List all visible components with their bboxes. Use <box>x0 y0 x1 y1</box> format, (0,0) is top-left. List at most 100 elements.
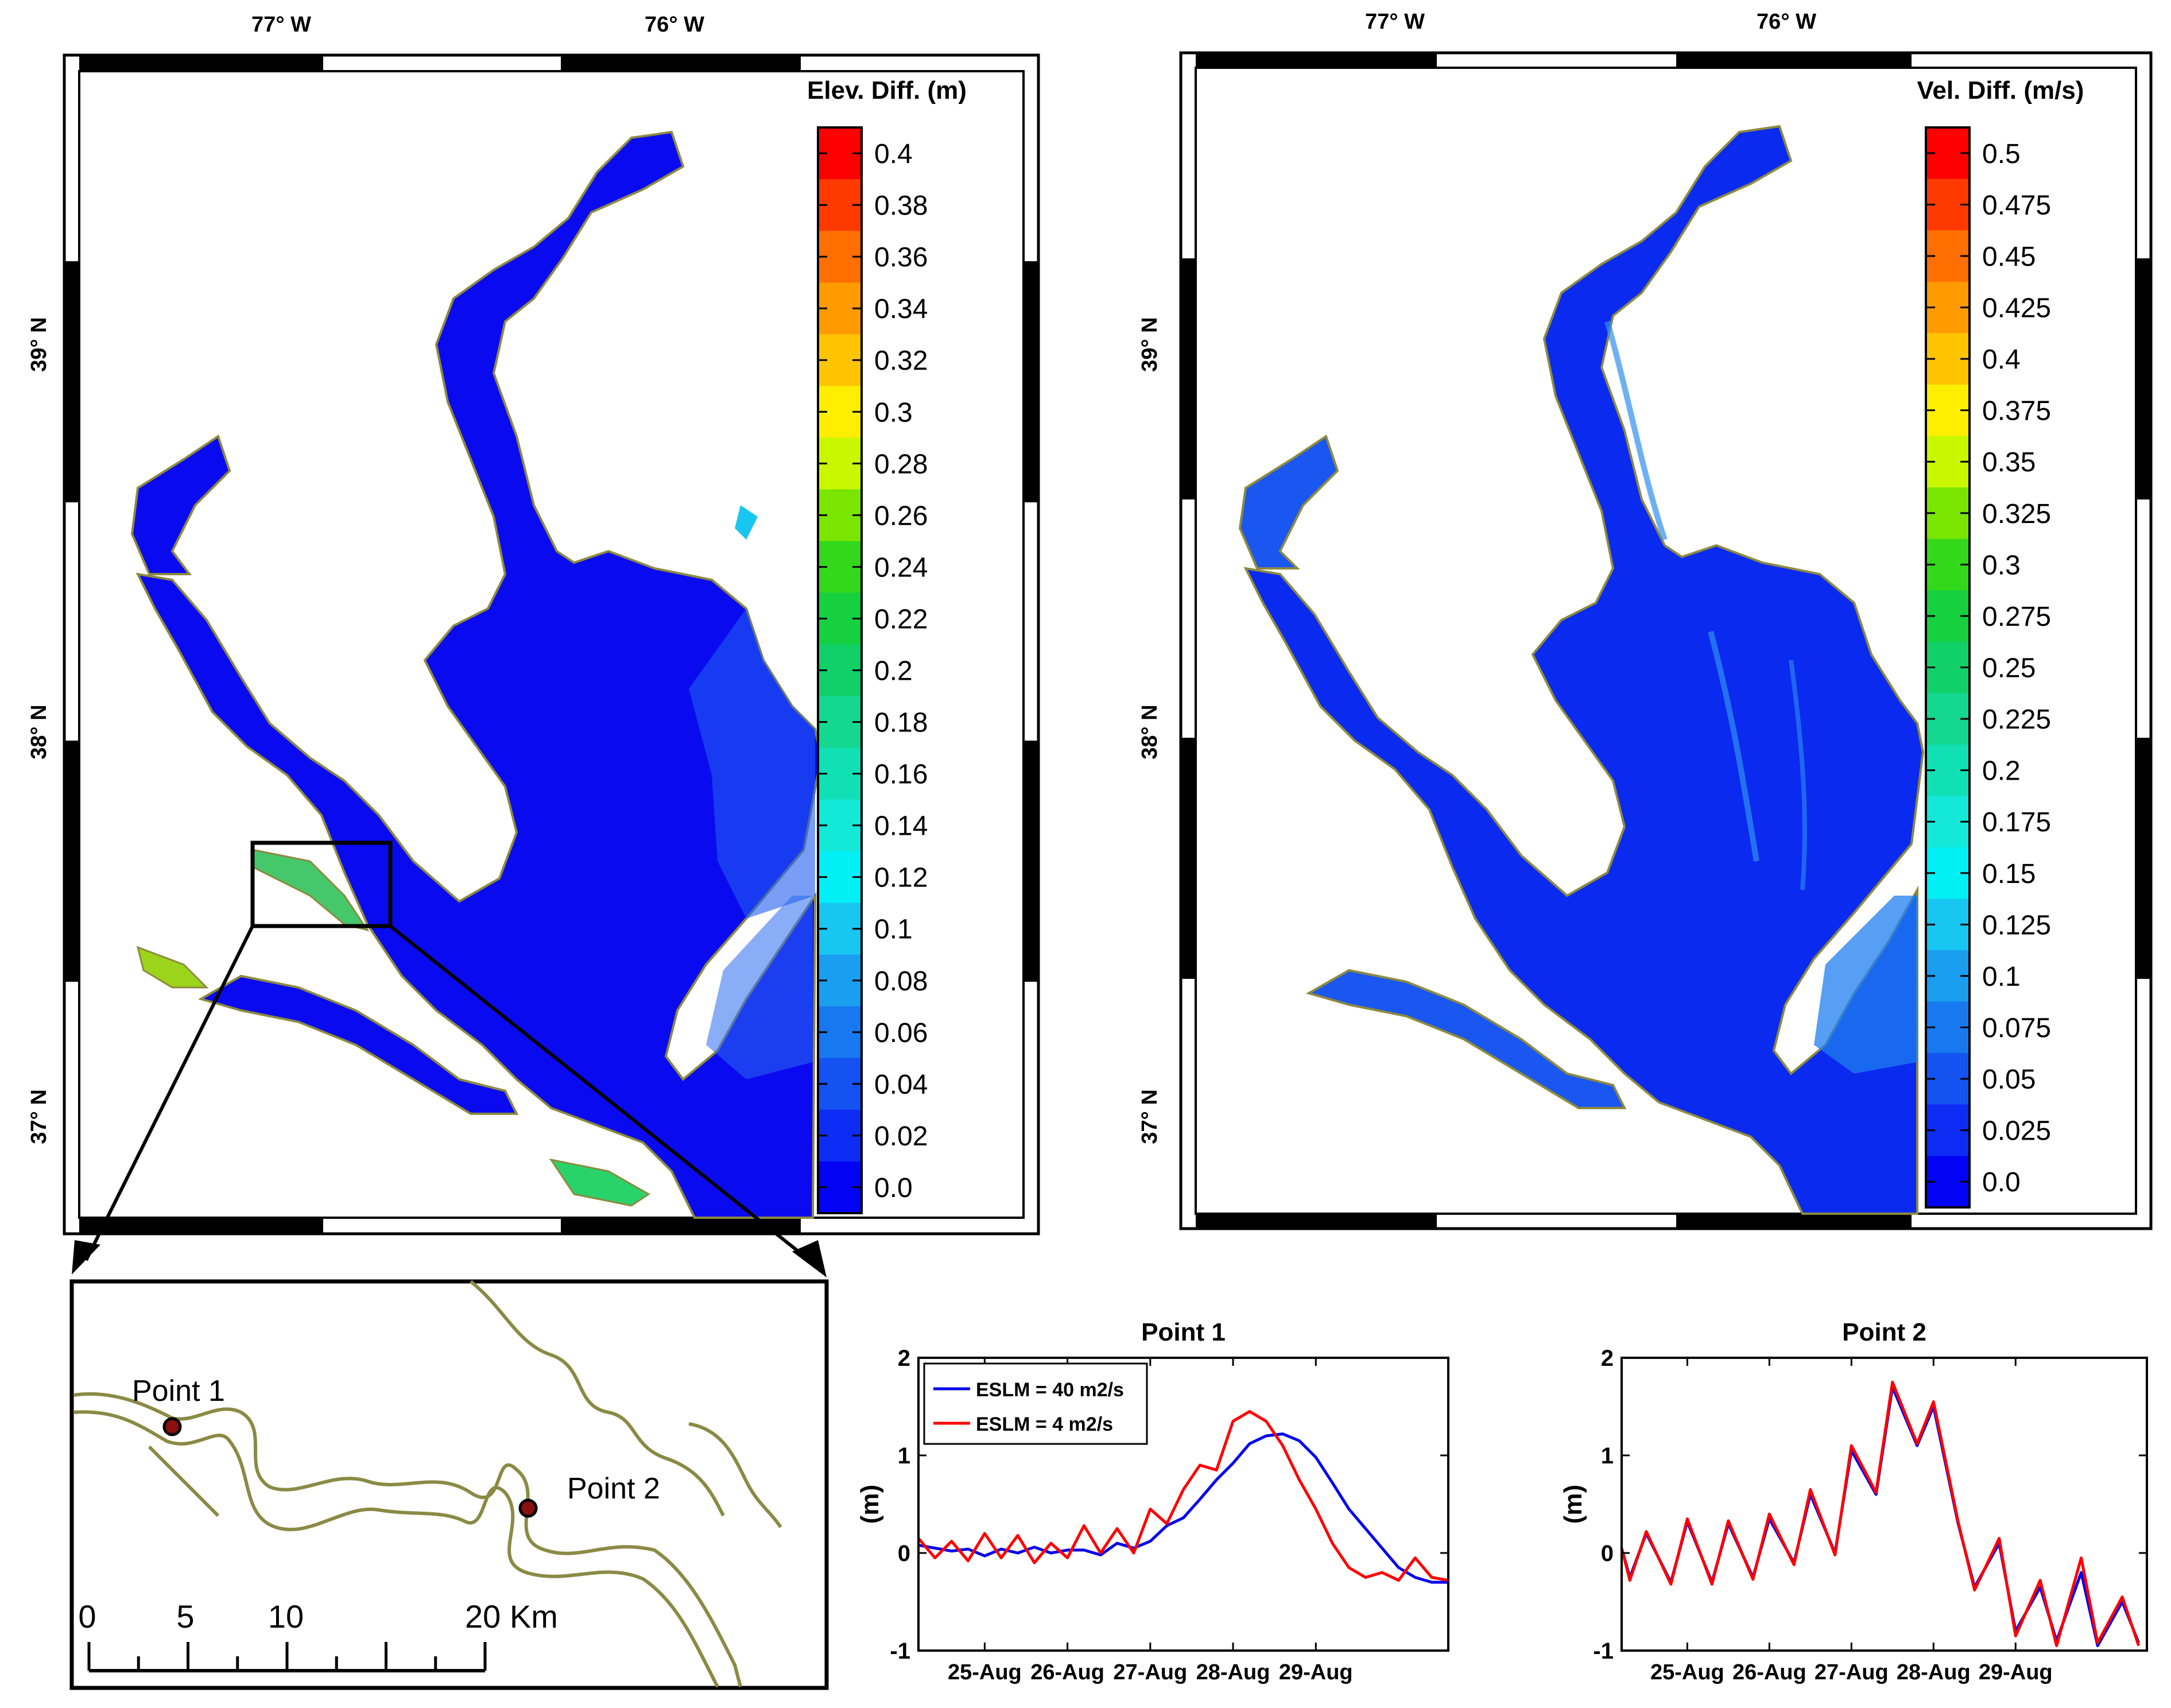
chart1-xtick-label-4: 29-Aug <box>1279 1660 1353 1684</box>
right-colorbar-tick-label-10: 0.25 <box>1982 653 2036 684</box>
right-colorbar-tick-label-8: 0.3 <box>1982 550 2021 580</box>
left-colorbar-tick-label-6: 0.28 <box>874 449 928 479</box>
inset-panel: Point 1 Point 2 0 5 10 20 Km <box>69 1279 829 1690</box>
left-map-zoom-box <box>250 841 393 928</box>
left-colorbar: 0.4 0.38 0.36 0.34 0.32 0.3 0.28 0.26 0.24 0.22 0.… <box>817 126 928 1214</box>
right-map-panel: 77° W 76° W 39° N 38° N 37° N Vel. Diff.… <box>1138 10 2153 1230</box>
left-map-lat-label-1: 39° N <box>27 317 51 371</box>
right-colorbar-tick-label-7: 0.325 <box>1982 499 2051 529</box>
inset-scale-bar: 0 5 10 20 Km <box>78 1598 558 1672</box>
zoom-arrowhead-left <box>72 1240 100 1275</box>
left-colorbar-tick-label-13: 0.14 <box>874 811 928 842</box>
chart2-xtick-label-3: 28-Aug <box>1897 1660 1971 1684</box>
left-colorbar-tick-label-10: 0.2 <box>874 656 913 687</box>
right-colorbar: 0.5 0.475 0.45 0.425 0.4 0.375 0.35 0.325 0.3 0.2… <box>1925 126 2051 1209</box>
right-map-lat-label-1: 39° N <box>1138 317 1162 371</box>
left-colorbar-tick-label-1: 0.38 <box>874 191 928 221</box>
scale-label-5: 5 <box>176 1598 194 1635</box>
left-colorbar-title: Elev. Diff. (m) <box>807 76 967 104</box>
scale-label-20km: 20 Km <box>465 1598 558 1635</box>
right-map-frame <box>1179 51 2153 1230</box>
right-colorbar-tick-label-11: 0.225 <box>1982 704 2051 735</box>
scale-label-0: 0 <box>78 1598 96 1635</box>
left-colorbar-tick-label-7: 0.26 <box>874 501 928 531</box>
inset-river-outline <box>73 1280 782 1688</box>
zoom-connector-left <box>84 925 254 1261</box>
chart2-title: Point 2 <box>1842 1318 1926 1346</box>
right-colorbar-tick-label-17: 0.075 <box>1982 1013 2051 1044</box>
chart1-series-eslm-4 <box>917 1410 1449 1582</box>
chart1-ytick-label-1: 1 <box>898 1443 910 1469</box>
right-colorbar-tick-label-4: 0.4 <box>1982 344 2021 375</box>
chart1-ytick-label-2: 0 <box>898 1541 910 1566</box>
right-map-lat-label-2: 38° N <box>1138 704 1162 759</box>
right-colorbar-tick-label-19: 0.025 <box>1982 1116 2051 1147</box>
chart1-legend-label-1: ESLM = 4 m2/s <box>976 1413 1113 1435</box>
left-colorbar-tick-label-5: 0.3 <box>874 397 913 428</box>
right-map-inner-frame <box>1195 67 2137 1215</box>
left-map-bay <box>130 130 823 1219</box>
scale-label-10: 10 <box>268 1598 304 1635</box>
inset-point-1-marker <box>162 1417 182 1436</box>
left-map-panel: 77° W 76° W 39° N 38° N 37° N <box>27 13 1040 1277</box>
chart1-xtick-label-1: 26-Aug <box>1030 1660 1104 1684</box>
chart2-ytick-label-3: -1 <box>1593 1639 1614 1664</box>
right-colorbar-tick-label-9: 0.275 <box>1982 602 2051 632</box>
left-map-lon-label-2: 76° W <box>645 13 704 37</box>
right-colorbar-tick-label-18: 0.05 <box>1982 1064 2036 1095</box>
left-map-frame <box>63 53 1040 1236</box>
zoom-arrowhead-right <box>792 1240 827 1277</box>
chart-point-1: Point 1 2 1 0 -1 25-Aug 26-Aug 27-Aug 28-Aug 29-A… <box>856 1318 1449 1684</box>
right-colorbar-tick-label-15: 0.125 <box>1982 910 2051 940</box>
chart2-series-eslm-4 <box>1620 1381 2141 1647</box>
left-map-lon-label-1: 77° W <box>251 13 311 37</box>
right-map-lat-label-3: 37° N <box>1138 1089 1162 1144</box>
left-map-lat-label-3: 37° N <box>27 1089 51 1144</box>
right-colorbar-tick-label-20: 0.0 <box>1982 1167 2021 1198</box>
inset-point-2-label: Point 2 <box>567 1472 660 1505</box>
right-colorbar-title: Vel. Diff. (m/s) <box>1917 76 2084 104</box>
left-map-lat-label-2: 38° N <box>27 704 51 759</box>
right-colorbar-tick-label-0: 0.5 <box>1982 139 2021 169</box>
right-colorbar-tick-label-6: 0.35 <box>1982 447 2036 478</box>
inset-point-2-marker <box>518 1498 538 1518</box>
chart2-axes-box <box>1621 1357 2148 1652</box>
chart2-xtick-label-1: 26-Aug <box>1732 1660 1806 1684</box>
left-colorbar-tick-label-2: 0.36 <box>874 242 928 273</box>
chart2-xtick-label-2: 27-Aug <box>1815 1660 1889 1684</box>
right-map-graticule-bars <box>1182 54 2150 1227</box>
left-colorbar-tick-label-11: 0.18 <box>874 708 928 738</box>
right-colorbar-tick-label-13: 0.175 <box>1982 807 2051 838</box>
chart1-xtick-label-0: 25-Aug <box>948 1660 1022 1684</box>
chart2-xtick-label-0: 25-Aug <box>1650 1660 1724 1684</box>
left-colorbar-tick-label-0: 0.4 <box>874 139 913 169</box>
chart1-ytick-label-0: 2 <box>898 1346 910 1371</box>
left-colorbar-tick-label-4: 0.32 <box>874 346 928 376</box>
right-map-lon-label-1: 77° W <box>1365 10 1425 34</box>
chart1-legend-box <box>923 1362 1148 1445</box>
chart1-legend-label-0: ESLM = 40 m2/s <box>976 1379 1124 1401</box>
chart2-series-eslm-40 <box>1620 1385 2141 1647</box>
chart-point-2: Point 2 2 1 0 -1 25-Aug 26-Aug 27-Aug 28-Aug 29-A… <box>1559 1318 2148 1684</box>
chart1-series-eslm-40 <box>918 1432 1448 1584</box>
right-colorbar-tick-label-1: 0.475 <box>1982 190 2051 220</box>
left-colorbar-tick-label-17: 0.06 <box>874 1018 928 1048</box>
left-colorbar-tick-label-20: 0.0 <box>874 1173 913 1203</box>
right-colorbar-tick-label-2: 0.45 <box>1982 242 2036 272</box>
inset-point-1-label: Point 1 <box>132 1374 225 1408</box>
left-colorbar-tick-label-3: 0.34 <box>874 294 928 324</box>
right-map-lon-label-2: 76° W <box>1757 10 1816 34</box>
chart1-xtick-label-3: 28-Aug <box>1196 1660 1270 1684</box>
left-colorbar-tick-label-16: 0.08 <box>874 966 928 997</box>
left-colorbar-tick-label-19: 0.02 <box>874 1121 928 1152</box>
right-colorbar-tick-label-14: 0.15 <box>1982 859 2036 889</box>
chart1-axes-box <box>917 1357 1449 1652</box>
chart2-ylabel: (m) <box>1559 1485 1587 1524</box>
left-map-inner-frame <box>78 70 1025 1219</box>
right-colorbar-tick-label-16: 0.1 <box>1982 962 2021 992</box>
chart2-ytick-label-0: 2 <box>1601 1346 1614 1371</box>
left-colorbar-tick-label-14: 0.12 <box>874 863 928 893</box>
chart2-xtick-label-4: 29-Aug <box>1979 1660 2053 1684</box>
right-colorbar-tick-label-5: 0.375 <box>1982 396 2051 427</box>
